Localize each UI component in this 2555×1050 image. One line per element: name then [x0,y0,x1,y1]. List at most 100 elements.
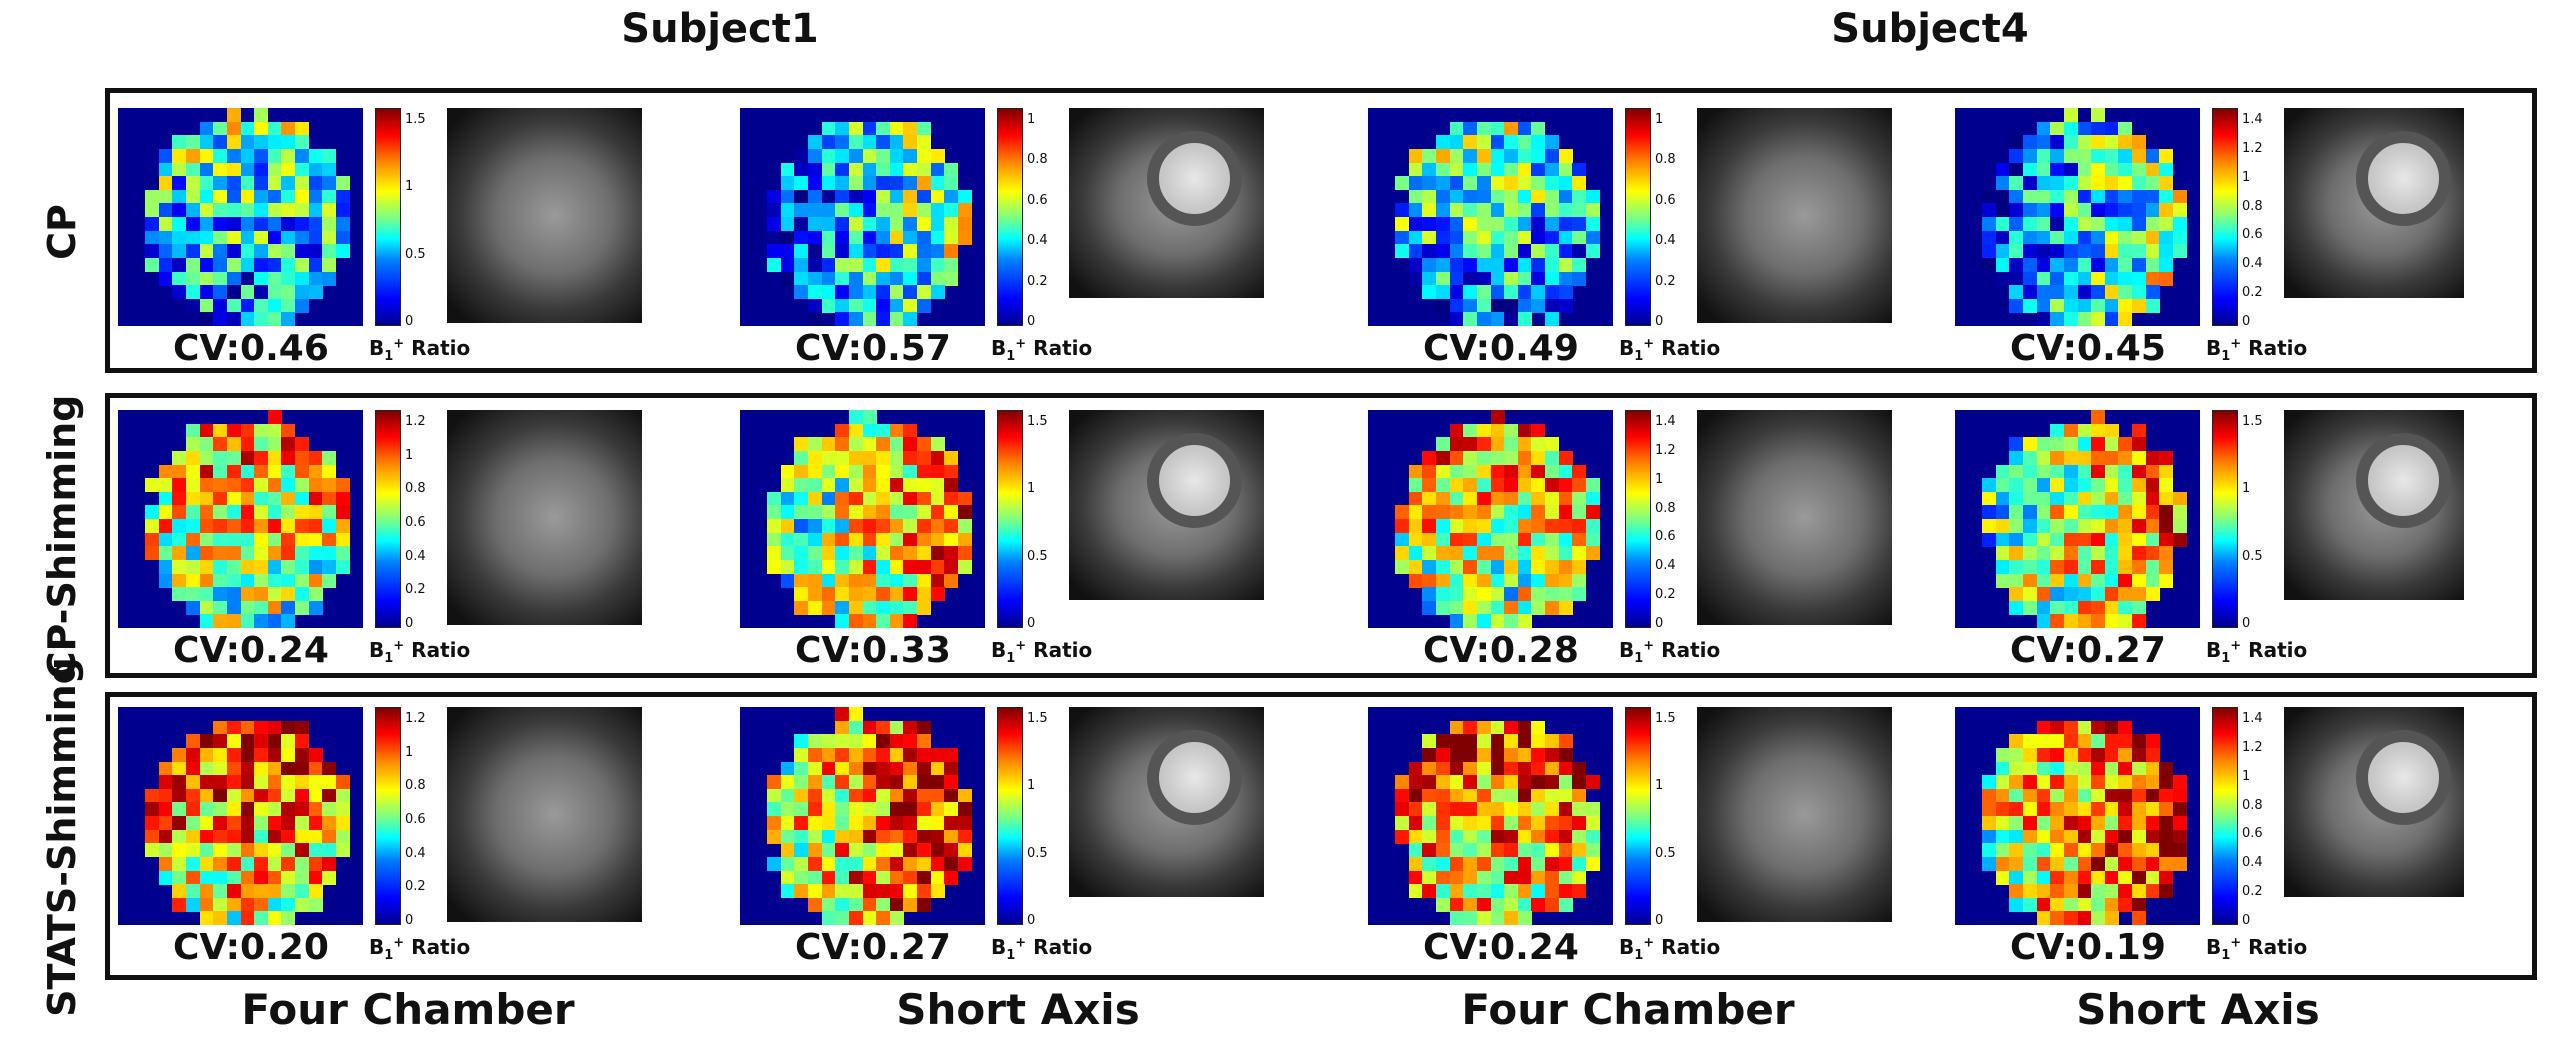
mri-image-r1-c3 [1697,108,1892,323]
cv-value: CV:0.27 [795,927,951,968]
colorbar-tick-label: 1 [1027,778,1036,794]
colorbar-tick-label: 0.8 [1655,152,1676,168]
b1-map-r3-c3 [1368,707,1613,926]
colorbar-tick-label: 0.4 [2242,855,2263,871]
subject-title-2: Subject4 [1831,6,2029,52]
colorbar-tick-label: 0.4 [405,548,426,564]
row-box-cp-shimming [105,393,2537,678]
colorbar-tick-label: 1 [1655,778,1664,794]
colorbar-tick-label: 1 [2242,768,2251,784]
cv-value: CV:0.28 [1423,630,1579,671]
b1-map-r3-c1 [118,707,363,926]
colorbar-tick-label: 0.4 [405,845,426,861]
colorbar-tick-label: 0.5 [405,246,426,262]
row-label-cp-shimming: CP-Shimming [40,394,84,680]
colorbar-tick-label: 0 [405,913,414,928]
b1-ratio-label: B1+ Ratio [1619,638,1721,666]
colorbar-r1-c4 [2212,108,2238,326]
cv-value: CV:0.20 [173,927,329,968]
b1-map-r2-c2 [740,410,985,629]
b1-map-r1-c2 [740,108,985,327]
mri-image-r3-c4 [2284,707,2464,897]
colorbar-tick-label: 0.6 [1655,192,1676,208]
colorbar-r2-c3 [1625,410,1651,628]
row-box-stats-shimming [105,692,2537,980]
colorbar-tick-label: 0.4 [2242,256,2263,272]
b1-map-r1-c1 [118,108,363,327]
b1-ratio-label: B1+ Ratio [369,935,471,963]
cv-value: CV:0.33 [795,630,951,671]
b1-ratio-label: B1+ Ratio [991,638,1093,666]
colorbar-tick-label: 0.6 [405,515,426,530]
colorbar-tick-label: 1.5 [2242,414,2263,429]
colorbar-tick-label: 0.4 [1655,558,1676,574]
mri-image-r1-c4 [2284,108,2464,298]
cv-value: CV:0.46 [173,328,329,369]
column-label-four-chamber-2: Four Chamber [1461,985,1795,1034]
colorbar-tick-label: 1.2 [2242,739,2263,755]
colorbar-tick-label: 0 [1027,314,1036,329]
colorbar-tick-label: 1 [1655,112,1664,127]
colorbar-tick-label: 1.5 [1655,711,1676,726]
colorbar-tick-label: 0.5 [2242,548,2263,564]
colorbar-tick-label: 0.6 [2242,826,2263,842]
colorbar-tick-label: 1.4 [1655,414,1676,429]
b1-ratio-label: B1+ Ratio [2206,935,2308,963]
cv-value: CV:0.24 [173,630,329,671]
colorbar-r1-c2 [997,108,1023,326]
mri-image-r2-c3 [1697,410,1892,625]
column-label-short-axis-2: Short Axis [2076,985,2320,1034]
mri-image-r2-c1 [447,410,642,625]
row-label-cp: CP [40,204,84,260]
cv-value: CV:0.27 [2010,630,2166,671]
mri-image-r1-c2 [1069,108,1264,298]
colorbar-tick-label: 0 [1655,314,1664,329]
colorbar-tick-label: 1.2 [1655,442,1676,458]
colorbar-tick-label: 0.8 [1655,500,1676,516]
colorbar-tick-label: 0.8 [2242,198,2263,214]
colorbar-tick-label: 0.2 [1655,587,1676,603]
column-label-short-axis-1: Short Axis [896,985,1140,1034]
colorbar-tick-label: 0.5 [1027,548,1048,564]
mri-image-r2-c2 [1069,410,1264,600]
colorbar-tick-label: 1 [2242,169,2251,185]
row-box-cp [105,88,2537,373]
colorbar-r3-c4 [2212,707,2238,925]
b1-map-r3-c4 [1955,707,2200,926]
colorbar-r2-c1 [375,410,401,628]
colorbar-tick-label: 0.5 [1027,845,1048,861]
colorbar-tick-label: 0.2 [1655,273,1676,289]
colorbar-tick-label: 1.2 [405,711,426,726]
colorbar-tick-label: 0.6 [2242,227,2263,243]
b1-ratio-label: B1+ Ratio [991,336,1093,364]
colorbar-r3-c1 [375,707,401,925]
b1-ratio-label: B1+ Ratio [2206,336,2308,364]
colorbar-tick-label: 1.2 [405,414,426,429]
colorbar-tick-label: 1.5 [405,112,426,127]
colorbar-tick-label: 1.5 [1027,711,1048,726]
colorbar-tick-label: 0 [405,314,414,329]
colorbar-tick-label: 0 [1027,913,1036,928]
colorbar-tick-label: 1.2 [2242,140,2263,156]
colorbar-tick-label: 1.4 [2242,112,2263,127]
colorbar-tick-label: 1.5 [1027,414,1048,429]
colorbar-tick-label: 0.2 [405,879,426,895]
b1-map-r2-c4 [1955,410,2200,629]
cv-value: CV:0.45 [2010,328,2166,369]
row-label-stats-shimming: STATS-Shimming [40,657,84,1017]
b1-map-r1-c4 [1955,108,2200,327]
colorbar-tick-label: 0 [1027,616,1036,631]
colorbar-tick-label: 1 [1655,471,1664,487]
mri-image-r2-c4 [2284,410,2464,600]
colorbar-tick-label: 0 [1655,616,1664,631]
colorbar-r3-c2 [997,707,1023,925]
colorbar-tick-label: 0.8 [1027,152,1048,168]
mri-image-r3-c3 [1697,707,1892,922]
colorbar-tick-label: 0.4 [1027,233,1048,249]
colorbar-tick-label: 1 [2242,481,2251,497]
colorbar-tick-label: 0 [2242,314,2251,329]
colorbar-r2-c4 [2212,410,2238,628]
b1-map-r2-c3 [1368,410,1613,629]
colorbar-tick-label: 0.4 [1655,233,1676,249]
colorbar-tick-label: 0.2 [1027,273,1048,289]
